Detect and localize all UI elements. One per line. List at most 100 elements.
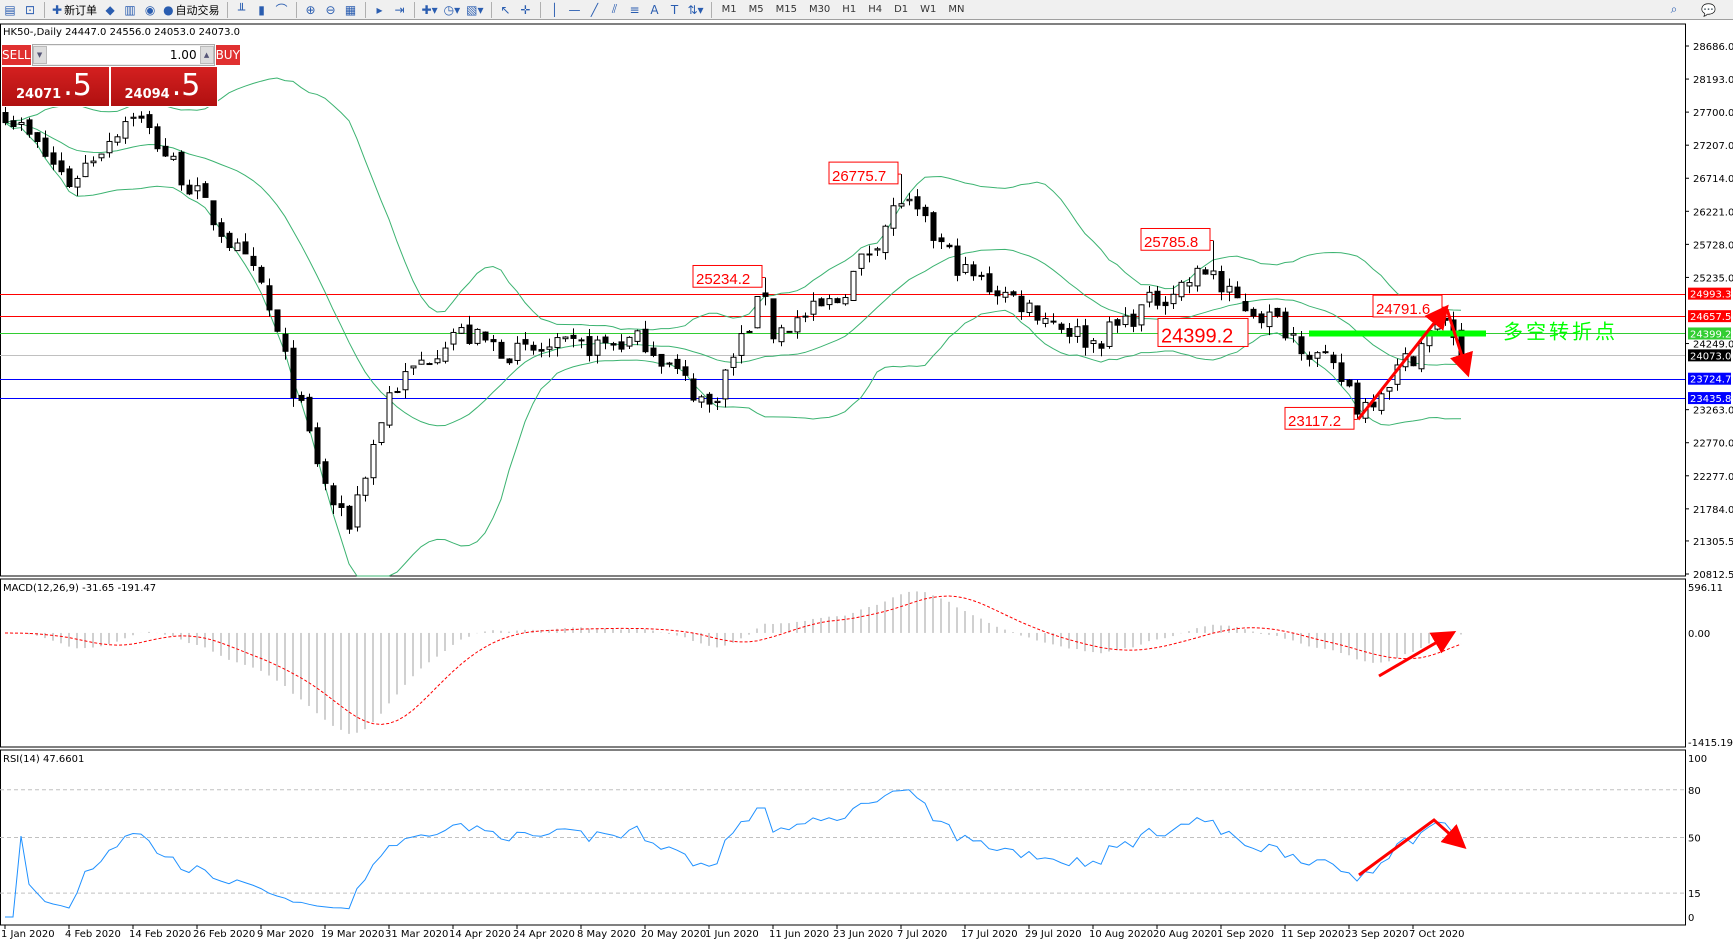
date-tick-label: 20 Aug 2020: [1153, 929, 1217, 940]
bull-candle: [418, 359, 425, 365]
bear-candle: [1282, 311, 1289, 339]
arrows-icon[interactable]: ⇅▾: [685, 1, 707, 19]
bull-candle: [122, 121, 129, 139]
text-icon[interactable]: A: [645, 1, 665, 19]
equidistant-channel-icon: ⫽: [611, 2, 618, 16]
timeframe-m5[interactable]: M5: [748, 4, 764, 15]
bull-candle: [194, 185, 201, 192]
equidistant-channel-icon[interactable]: ⫽: [605, 1, 625, 19]
new-order-button[interactable]: ✚ 新订单: [49, 1, 100, 19]
line-chart-icon[interactable]: ⌒: [272, 1, 292, 19]
candlestick-icon[interactable]: ▮: [252, 1, 272, 19]
bull-candle: [514, 342, 521, 361]
macd-signal-line: [4, 595, 1462, 725]
timeframe-m1[interactable]: M1: [721, 4, 737, 15]
cursor-icon[interactable]: ↖: [496, 1, 516, 19]
bear-candle: [10, 120, 17, 128]
bull-candle: [858, 253, 865, 269]
fibonacci-icon[interactable]: ≡: [625, 1, 645, 19]
toolbar-separator: [539, 1, 541, 18]
tile-windows-icon: ▦: [344, 2, 357, 17]
indicators-icon[interactable]: ✚▾: [419, 1, 441, 19]
zoom-in-icon[interactable]: ⊕: [301, 1, 321, 19]
metaeditor-icon[interactable]: ◆: [100, 1, 120, 19]
timeframe-m30[interactable]: M30: [808, 4, 831, 15]
bull-candle: [82, 162, 89, 178]
bear-candle: [162, 145, 169, 157]
date-tick-label: 17 Jul 2020: [961, 929, 1018, 940]
bear-candle: [1082, 325, 1089, 348]
text-label-icon[interactable]: T: [665, 1, 685, 19]
macd-title: MACD(12,26,9) -31.65 -191.47: [3, 583, 156, 594]
buy-price-button[interactable]: 24094.5: [109, 66, 218, 107]
price-annotation: 25234.2: [696, 271, 750, 288]
date-tick-label: 31 Mar 2020: [385, 929, 448, 940]
signal-icon[interactable]: ◉: [140, 1, 160, 19]
bull-candle: [458, 327, 465, 334]
bear-candle: [674, 358, 681, 369]
bear-candle: [1234, 286, 1241, 299]
timeframe-m15[interactable]: M15: [775, 4, 797, 15]
timeframe-mn[interactable]: MN: [948, 4, 965, 15]
timeframe-h1[interactable]: H1: [842, 4, 857, 15]
bear-candle: [538, 349, 545, 352]
auto-trading-button[interactable]: ● 自动交易: [160, 1, 222, 19]
new-chart-icon[interactable]: ▤: [0, 1, 20, 19]
bear-candle: [282, 333, 289, 352]
bear-candle: [1098, 343, 1105, 349]
horizontal-line-icon[interactable]: —: [565, 1, 585, 19]
sell-button[interactable]: SELL: [1, 44, 32, 66]
periods-icon[interactable]: ◷▾: [441, 1, 464, 19]
price-annotation-box: [1140, 227, 1211, 251]
bear-candle: [242, 241, 249, 255]
bull-candle: [1122, 315, 1129, 326]
bear-candle: [658, 353, 665, 367]
autoscroll-icon[interactable]: ▸: [370, 1, 390, 19]
lot-size-input[interactable]: [46, 46, 200, 64]
bear-candle: [1066, 327, 1073, 337]
chat-icon[interactable]: 💬: [1701, 2, 1716, 17]
bear-candle: [642, 328, 649, 353]
templates-icon[interactable]: ▧▾: [463, 1, 486, 19]
database-icon[interactable]: ▥: [120, 1, 140, 19]
bear-candle: [258, 266, 265, 283]
vertical-line-icon[interactable]: │: [545, 1, 565, 19]
crosshair-icon[interactable]: ✛: [516, 1, 536, 19]
bear-candle: [1274, 307, 1281, 317]
lot-increase-button[interactable]: ▲: [199, 46, 214, 64]
bull-candle: [962, 264, 969, 273]
search-icon[interactable]: ⌕: [1670, 2, 1678, 16]
price-annotation: 24791.6: [1376, 301, 1430, 318]
date-tick-label: 20 May 2020: [641, 929, 706, 940]
bear-candle: [1298, 336, 1305, 355]
bear-candle: [42, 137, 49, 157]
level-price-tag: [1688, 327, 1731, 340]
zoom-out-icon[interactable]: ⊖: [321, 1, 341, 19]
date-tick-label: 11 Sep 2020: [1281, 929, 1344, 940]
timeframe-d1[interactable]: D1: [894, 4, 909, 15]
tile-windows-icon[interactable]: ▦: [341, 1, 361, 19]
bull-candle: [866, 253, 873, 256]
chart-shift-icon[interactable]: ⇥: [390, 1, 410, 19]
bear-candle: [146, 114, 153, 129]
buy-button[interactable]: BUY: [214, 44, 241, 66]
bear-candle: [1306, 354, 1313, 360]
timeframe-h4[interactable]: H4: [868, 4, 883, 15]
bear-candle: [1410, 356, 1417, 367]
text-icon: A: [650, 2, 659, 17]
bear-candle: [346, 505, 353, 530]
trendline-icon[interactable]: ╱: [585, 1, 605, 19]
bar-chart-icon[interactable]: ╨: [232, 1, 252, 19]
sell-price-button[interactable]: 24071.5: [1, 66, 110, 107]
bear-candle: [506, 358, 513, 364]
lot-size-field: ▼ ▲: [31, 44, 215, 66]
bull-candle: [978, 274, 985, 277]
zoom-window-icon[interactable]: ⊡: [20, 1, 40, 19]
bear-candle: [66, 168, 73, 188]
bear-candle: [1322, 351, 1329, 354]
timeframe-w1[interactable]: W1: [920, 4, 937, 15]
bear-candle: [202, 183, 209, 198]
bull-candle: [714, 400, 721, 404]
lot-decrease-button[interactable]: ▼: [32, 46, 47, 64]
